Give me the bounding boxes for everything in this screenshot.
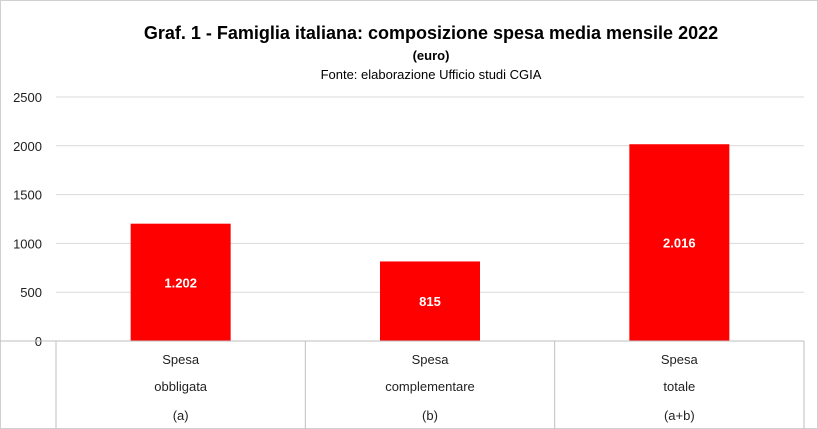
category-label: Spesa [661,352,699,367]
data-label: 1.202 [164,275,197,290]
category-label: totale [663,379,695,394]
y-axis: 05001000150020002500 [13,90,42,349]
bars: 1.202 815 2.016 [130,144,730,341]
y-tick-label: 500 [20,285,42,300]
category-label: Spesa [412,352,450,367]
category-label: complementare [385,379,475,394]
y-tick-label: 2500 [13,90,42,105]
y-tick-label: 1000 [13,236,42,251]
category-label: Spesa [162,352,200,367]
chart-subtitle: (euro) [413,48,450,63]
bar [380,261,480,341]
y-tick-label: 2000 [13,139,42,154]
category-label: (a) [173,408,189,423]
category-label: obbligata [154,379,208,394]
data-label: 815 [419,294,441,309]
category-label: (a+b) [664,408,695,423]
bar [130,223,231,341]
category-label: (b) [422,408,438,423]
bar [629,144,730,341]
chart-title: Graf. 1 - Famiglia italiana: composizion… [144,23,718,43]
x-axis-table: Spesa obbligata (a) Spesa complementare (b) Sp… [0,340,805,429]
data-label: 2.016 [663,236,696,251]
y-tick-label: 1500 [13,188,42,203]
chart-source: Fonte: elaborazione Ufficio studi CGIA [321,67,542,82]
